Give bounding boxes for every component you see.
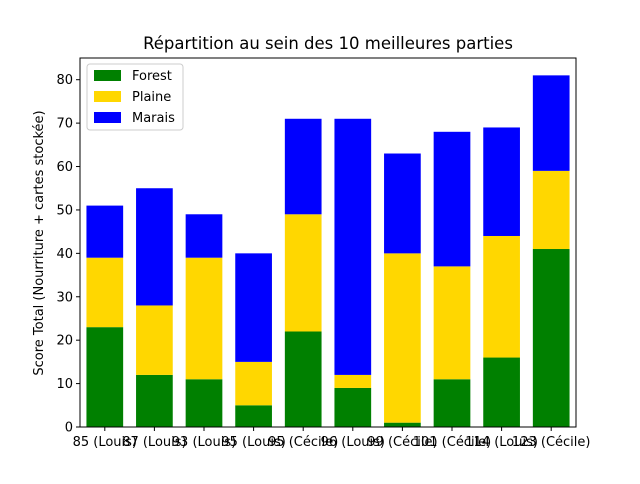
plot-frame [79, 57, 577, 428]
bar-marais-2 [136, 188, 173, 306]
legend-label-forest: Forest [132, 69, 172, 84]
bar-forest-7 [384, 422, 421, 427]
x-tick-label: 85 (Louis) [73, 435, 137, 450]
legend: Forest Plaine Marais [86, 63, 184, 131]
bar-plaine-8 [433, 266, 471, 380]
x-tick-label: 99 (Cécile) [367, 435, 437, 450]
x-tick-label: 87 (Louis) [122, 435, 186, 450]
bar-forest-1 [86, 327, 124, 427]
y-axis-label: Score Total (Nourriture + cartes stockée… [32, 110, 47, 375]
bar-plaine-4 [235, 361, 272, 406]
bar-forest-4 [235, 405, 272, 427]
bar-plaine-6 [334, 374, 372, 388]
bar-forest-8 [433, 379, 471, 427]
bar-marais-8 [433, 131, 471, 267]
y-tick-label: 20 [56, 334, 73, 349]
y-tick-label: 0 [65, 421, 73, 436]
x-tick-label: 114 (Louis) [465, 435, 538, 450]
bar-marais-7 [384, 153, 421, 254]
bar-forest-6 [334, 387, 372, 427]
y-tick-label: 50 [56, 203, 73, 218]
x-tick-label: 101 (Cécile) [413, 435, 492, 450]
bar-marais-5 [284, 118, 322, 215]
bar-forest-3 [185, 379, 223, 427]
bar-marais-4 [235, 253, 272, 362]
bar-plaine-7 [384, 253, 421, 423]
bar-forest-5 [284, 331, 322, 427]
chart-title: Répartition au sein des 10 meilleures pa… [143, 34, 513, 53]
bar-marais-6 [334, 118, 372, 375]
y-tick-label: 60 [56, 160, 73, 175]
x-tick-label: 95 (Louis) [221, 435, 285, 450]
bar-plaine-10 [532, 170, 570, 250]
bar-plaine-9 [483, 235, 520, 358]
legend-swatch-forest [94, 70, 121, 81]
bar-marais-9 [483, 127, 520, 236]
bar-forest-10 [532, 249, 570, 427]
x-tick-label: 93 (Louis) [172, 435, 236, 450]
x-tick-label: 96 (Louis) [321, 435, 385, 450]
bar-forest-2 [136, 374, 173, 427]
x-axis: 85 (Louis)87 (Louis)93 (Louis)95 (Louis)… [73, 427, 591, 450]
bar-marais-10 [532, 75, 570, 171]
bar-plaine-3 [185, 257, 223, 380]
x-tick-label: 123 (Cécile) [512, 435, 591, 450]
legend-swatch-plaine [94, 91, 121, 102]
bar-plaine-1 [86, 257, 124, 328]
plot-area [86, 75, 570, 427]
x-tick-label: 95 (Cécile) [268, 435, 338, 450]
bar-plaine-5 [284, 214, 322, 332]
legend-label-marais: Marais [132, 111, 175, 126]
bar-forest-9 [483, 357, 520, 427]
y-tick-label: 40 [56, 247, 73, 262]
y-axis: 0 10 20 30 40 50 60 70 80 [56, 73, 80, 436]
legend-label-plaine: Plaine [132, 90, 171, 105]
y-tick-label: 10 [56, 377, 73, 392]
y-tick-label: 70 [56, 117, 73, 132]
legend-swatch-marais [94, 112, 121, 123]
bar-plaine-2 [136, 305, 173, 375]
bar-marais-3 [185, 214, 223, 258]
y-tick-label: 80 [56, 73, 73, 88]
y-tick-label: 30 [56, 290, 73, 305]
bar-marais-1 [86, 205, 124, 258]
